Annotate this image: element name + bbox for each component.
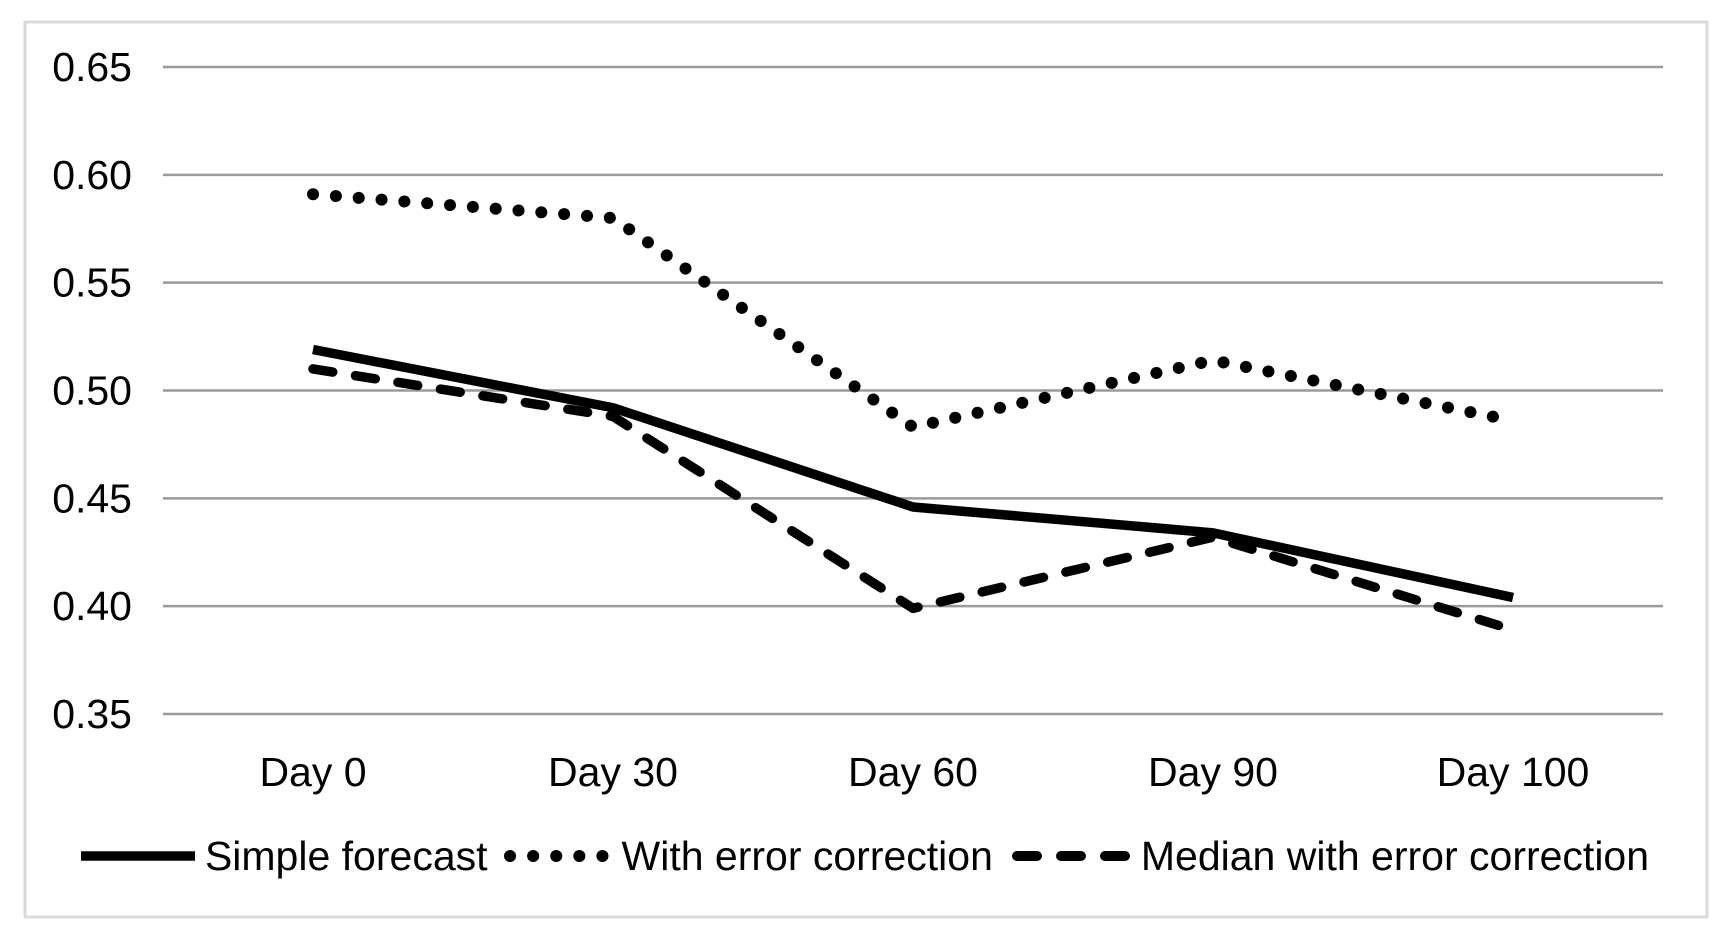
series-line-simple-forecast [312,344,1515,603]
legend-item-with-error-correction: With error correction [503,832,993,880]
dotted-line-swatch-icon [503,850,610,862]
y-tick-label: 0.45 [52,475,132,521]
x-tick-label: Day 90 [1148,749,1278,795]
legend-label: With error correction [621,832,993,879]
series-line-median-with-error-correction [308,364,1518,635]
legend-label: Median with error correction [1140,832,1650,879]
y-tick-label: 0.35 [52,691,132,737]
y-tick-label: 0.55 [52,260,132,306]
chart-border [23,20,1709,919]
legend-label: Simple forecast [204,832,488,879]
x-tick-label: Day 60 [848,749,978,795]
y-tick-label: 0.65 [52,44,132,90]
y-axis-tick-labels: 0.65 0.60 0.55 0.50 0.45 0.40 0.35 [52,44,132,737]
y-tick-label: 0.50 [52,368,132,414]
x-axis-tick-labels: Day 0 Day 30 Day 60 Day 90 Day 100 [259,749,1589,795]
data-series-lines [307,188,1519,635]
legend-item-median-with-error-correction: Median with error correction [1009,833,1649,880]
legend-item-simple-forecast: Simple forecast [79,833,488,880]
x-tick-label: Day 30 [548,749,678,795]
gridlines [163,65,1663,716]
y-tick-label: 0.60 [52,152,132,198]
solid-line-swatch-icon [80,851,195,861]
dashed-line-swatch-icon [1011,851,1130,861]
x-tick-label: Day 0 [259,749,366,795]
x-tick-label: Day 100 [1437,749,1590,795]
y-tick-label: 0.40 [52,583,132,629]
legend: Simple forecast With error correction Me… [0,828,1728,884]
series-line-with-error-correction [307,188,1519,434]
